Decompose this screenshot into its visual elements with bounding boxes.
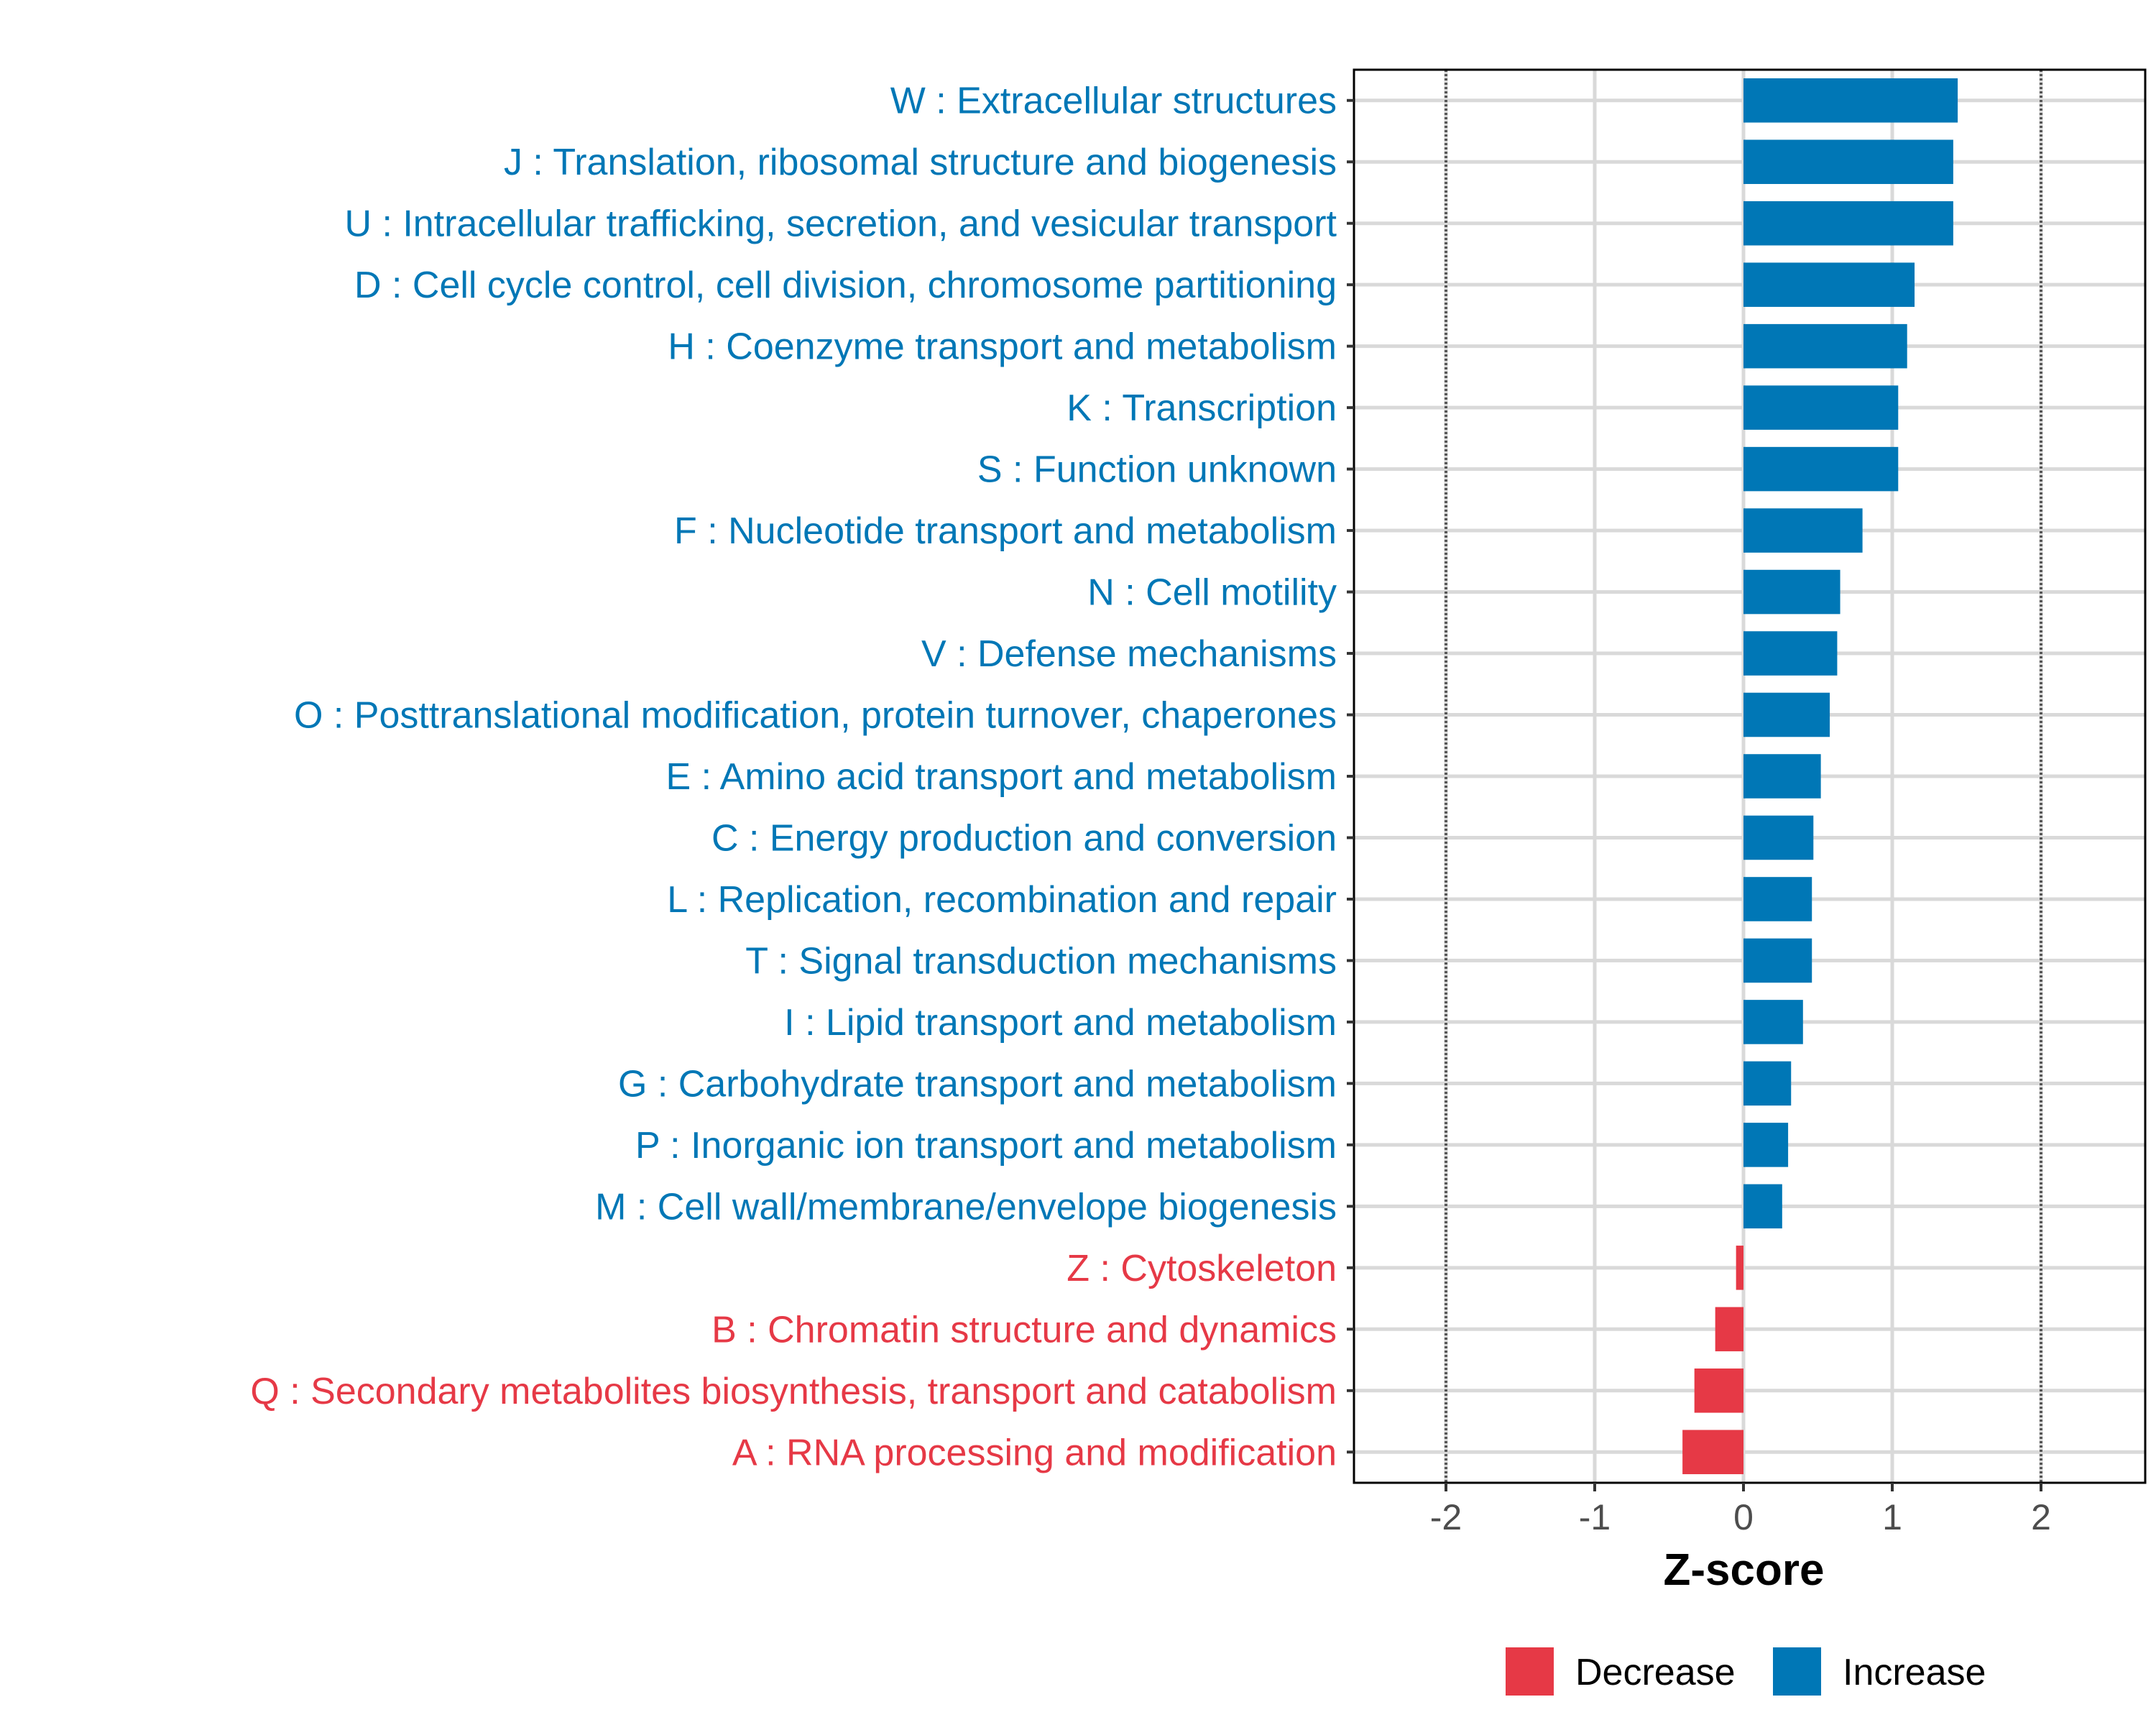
bar-e [1743,754,1821,799]
legend: Decrease Increase [1506,1647,1986,1696]
bar-i [1743,1000,1803,1044]
legend-swatch-decrease [1506,1647,1554,1696]
bar-c [1743,815,1814,860]
y-axis-ticks [1347,98,1354,1454]
x-axis-labels: -2 -1 0 1 2 [1430,1497,2051,1537]
bar-q [1694,1368,1743,1413]
category-label: O : Posttranslational modification, prot… [294,695,1337,737]
category-label: V : Defense mechanisms [921,633,1337,675]
bar-s [1743,446,1899,492]
x-tick-label: 1 [1882,1497,1902,1537]
plot-panel [1353,68,2147,1484]
legend-swatch-increase [1773,1647,1821,1696]
bars [1682,78,1958,1475]
bar-f [1743,508,1863,553]
category-label: K : Transcription [1067,387,1337,429]
x-tick-label: 2 [2031,1497,2051,1537]
category-label: F : Nucleotide transport and metabolism [674,510,1337,552]
category-label: W : Extracellular structures [890,80,1337,122]
bar-k [1743,385,1899,430]
bar-u [1743,201,1953,246]
category-label: M : Cell wall/membrane/envelope biogenes… [595,1186,1337,1228]
x-tick-label: -1 [1579,1497,1611,1537]
bar-a [1682,1430,1743,1475]
x-tick-label: -2 [1430,1497,1462,1537]
category-label: U : Intracellular trafficking, secretion… [344,203,1337,245]
category-label: N : Cell motility [1087,572,1337,614]
category-label: S : Function unknown [977,449,1337,491]
bar-l [1743,877,1812,921]
category-label: C : Energy production and conversion [711,817,1337,859]
bar-h [1743,323,1907,369]
category-label: A : RNA processing and modification [732,1432,1337,1473]
category-label: J : Translation, ribosomal structure and… [504,142,1337,183]
legend-label-increase: Increase [1843,1652,1986,1693]
category-label: Z : Cytoskeleton [1067,1248,1337,1289]
reference-lines [1445,70,2042,1483]
x-axis-ticks [1445,1483,2042,1491]
category-label: L : Replication, recombination and repai… [667,879,1337,921]
x-tick-label: 0 [1733,1497,1754,1537]
bar-d [1743,262,1915,307]
bar-g [1743,1061,1792,1106]
bar-w [1743,78,1958,123]
bar-b [1715,1307,1743,1352]
category-label: E : Amino acid transport and metabolism [665,756,1337,798]
category-label: I : Lipid transport and metabolism [784,1002,1337,1044]
legend-label-decrease: Decrease [1575,1652,1736,1693]
category-label: D : Cell cycle control, cell division, c… [354,264,1337,306]
bar-o [1743,692,1830,737]
category-label: Q : Secondary metabolites biosynthesis, … [250,1371,1337,1412]
category-label: P : Inorganic ion transport and metaboli… [635,1125,1337,1167]
bar-p [1743,1123,1789,1167]
y-axis-labels: W : Extracellular structures J : Translat… [250,80,1337,1474]
bar-n [1743,569,1841,615]
category-label: H : Coenzyme transport and metabolism [668,326,1337,368]
bar-z [1736,1246,1743,1290]
x-axis-title: Z-score [1664,1545,1825,1595]
bar-m [1743,1184,1782,1229]
bar-j [1743,139,1953,184]
category-label: T : Signal transduction mechanisms [745,940,1337,982]
bar-t [1743,938,1812,983]
category-label: G : Carbohydrate transport and metabolis… [618,1063,1337,1105]
bar-v [1743,631,1838,676]
category-label: B : Chromatin structure and dynamics [711,1309,1337,1351]
